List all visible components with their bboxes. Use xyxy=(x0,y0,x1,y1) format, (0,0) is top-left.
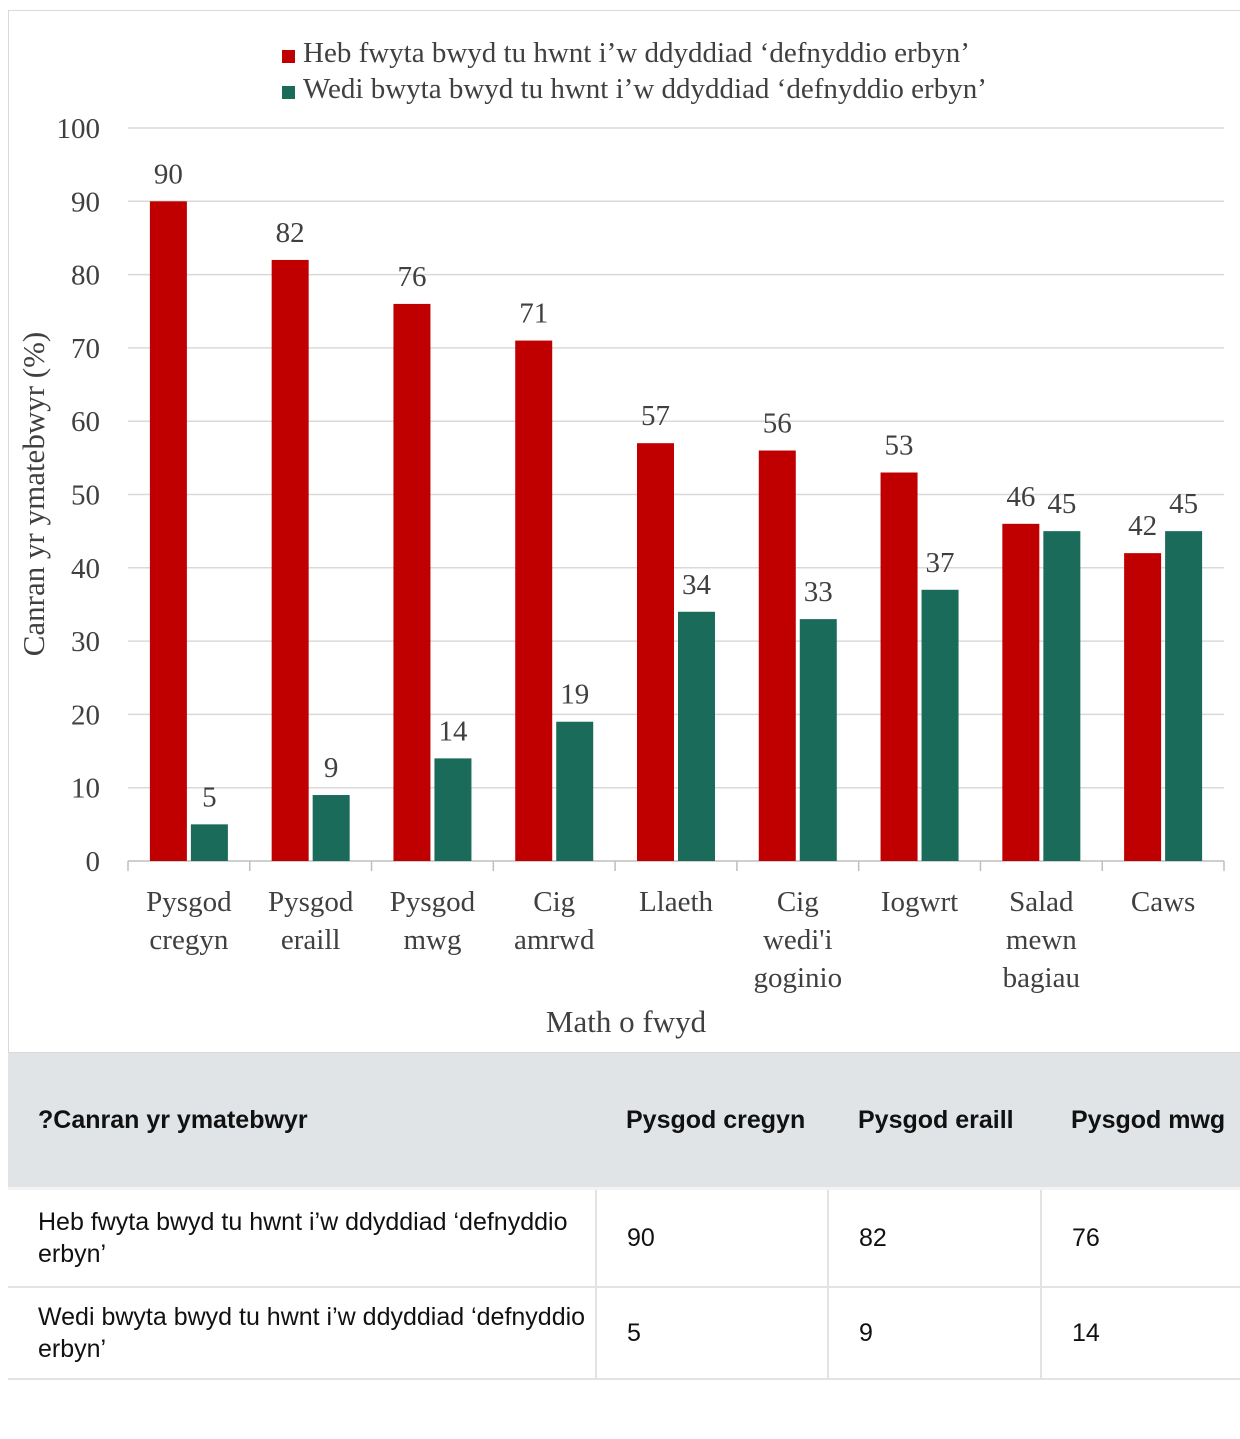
table-header-cell: ?Canran yr ymatebwyr xyxy=(8,1053,596,1189)
x-tick-label: Pysgod mwg xyxy=(390,886,476,956)
bar xyxy=(190,824,228,861)
x-tick-label: Salad mewn bagiau xyxy=(1003,886,1080,994)
table-row: Wedi bwyta bwyd tu hwnt i’w ddyddiad ‘de… xyxy=(8,1287,1240,1380)
table-header-cell: Pysgod mwg xyxy=(1041,1053,1240,1189)
table-cell: 90 xyxy=(596,1188,829,1288)
bar xyxy=(515,340,553,861)
y-tick-label: 20 xyxy=(71,699,100,731)
y-tick-label: 50 xyxy=(71,480,100,512)
bar xyxy=(312,795,350,861)
y-tick-label: 70 xyxy=(71,333,100,365)
legend-swatch xyxy=(282,86,295,99)
bar xyxy=(434,758,472,861)
table-cell: 9 xyxy=(828,1287,1042,1380)
data-label: 45 xyxy=(1169,488,1198,520)
data-label: 34 xyxy=(682,569,712,601)
table-cell: 5 xyxy=(596,1287,829,1380)
data-label: 82 xyxy=(276,217,305,249)
bar xyxy=(880,472,918,861)
data-label: 9 xyxy=(324,752,339,784)
data-table: ?Canran yr ymatebwyr Pysgod cregyn Pysgo… xyxy=(8,1053,1240,1380)
table-cell: 82 xyxy=(828,1188,1042,1288)
y-tick-label: 80 xyxy=(71,260,100,292)
data-label: 5 xyxy=(202,781,217,813)
y-tick-label: 0 xyxy=(86,846,101,878)
x-tick-label: Cig wedi'i goginio xyxy=(753,886,842,994)
data-label: 56 xyxy=(763,408,792,440)
x-tick-label: Iogwrt xyxy=(881,886,958,918)
bar xyxy=(799,619,837,861)
bar xyxy=(637,443,674,861)
data-label: 90 xyxy=(154,158,183,190)
data-label: 46 xyxy=(1006,481,1035,513)
table-header-row: ?Canran yr ymatebwyr Pysgod cregyn Pysgo… xyxy=(8,1053,1240,1189)
table-header-cell: Pysgod eraill xyxy=(828,1053,1041,1189)
legend-swatch xyxy=(282,50,295,63)
data-label: 19 xyxy=(560,679,589,711)
y-tick-label: 60 xyxy=(71,406,100,438)
bar-chart: 0 10 20 30 40 50 60 70 80 90 100 90 82 76 71 57 56 53 46 42… xyxy=(16,37,1225,1039)
data-label: 45 xyxy=(1047,488,1076,520)
y-tick-label: 40 xyxy=(71,553,100,585)
bar xyxy=(271,259,309,861)
data-table-container: ?Canran yr ymatebwyr Pysgod cregyn Pysgo… xyxy=(8,1053,1240,1380)
table-cell: 14 xyxy=(1041,1287,1240,1380)
data-label: 53 xyxy=(885,430,914,462)
x-tick-label: Llaeth xyxy=(639,886,714,918)
table-row-label: Wedi bwyta bwyd tu hwnt i’w ddyddiad ‘de… xyxy=(8,1287,597,1380)
x-tick-label: Pysgod eraill xyxy=(268,886,354,956)
y-tick-label: 10 xyxy=(71,773,100,805)
table-row-label: Heb fwyta bwyd tu hwnt i’w ddyddiad ‘def… xyxy=(8,1188,597,1288)
y-axis-title: Canran yr ymatebwyr (%) xyxy=(16,332,51,657)
table-cell: 76 xyxy=(1041,1188,1240,1288)
bar xyxy=(1002,523,1040,861)
data-label: 14 xyxy=(438,715,468,747)
bar xyxy=(1043,531,1081,861)
bar xyxy=(921,589,959,861)
x-tick-label: Pysgod cregyn xyxy=(146,886,232,956)
y-tick-label: 100 xyxy=(57,113,101,145)
bar xyxy=(149,201,187,862)
x-tick-label: Cig amrwd xyxy=(514,886,595,956)
bar xyxy=(393,303,431,861)
y-tick-label: 30 xyxy=(71,626,100,658)
data-label: 76 xyxy=(397,261,426,293)
x-axis-title: Math o fwyd xyxy=(546,1004,707,1039)
data-label: 33 xyxy=(804,576,833,608)
bar xyxy=(758,450,796,861)
bar xyxy=(1124,553,1162,861)
table-header-cell: Pysgod cregyn xyxy=(596,1053,828,1189)
bar xyxy=(1165,531,1203,861)
y-tick-label: 90 xyxy=(71,186,100,218)
bar xyxy=(678,611,715,861)
data-label: 42 xyxy=(1128,510,1157,542)
legend-label: Wedi bwyta bwyd tu hwnt i’w ddyddiad ‘de… xyxy=(303,73,987,105)
legend-label: Heb fwyta bwyd tu hwnt i’w ddyddiad ‘def… xyxy=(303,37,970,69)
x-tick-label: Caws xyxy=(1131,886,1195,918)
table-row: Heb fwyta bwyd tu hwnt i’w ddyddiad ‘def… xyxy=(8,1188,1240,1288)
bar xyxy=(556,721,594,861)
data-label: 57 xyxy=(641,400,670,432)
data-label: 37 xyxy=(926,547,955,579)
data-label: 71 xyxy=(519,298,548,330)
